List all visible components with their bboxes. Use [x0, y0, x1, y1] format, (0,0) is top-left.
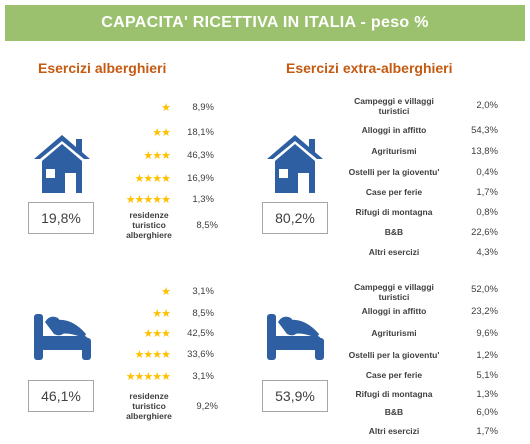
- star-rating: ★: [161, 102, 171, 114]
- star-rating: ★★★★: [134, 173, 171, 185]
- star-rating: ★★★★: [134, 349, 171, 361]
- total-box: 53,9%: [262, 380, 328, 412]
- row-label: Alloggi in affitto: [361, 125, 427, 135]
- row-label: Alloggi in affitto: [361, 306, 427, 316]
- row-value: 42,5%: [187, 328, 214, 339]
- star-rating: ★★: [152, 127, 171, 139]
- row-label: Altri esercizi: [368, 247, 420, 257]
- row-value: 0,8%: [476, 207, 498, 218]
- row-value: 1,7%: [476, 187, 498, 198]
- row-value: 1,3%: [192, 194, 214, 205]
- table-row: ★★ 8,5%: [118, 307, 214, 320]
- star-rating: ★: [161, 286, 171, 298]
- row-value: 8,9%: [192, 102, 214, 113]
- row-value: 3,1%: [192, 286, 214, 297]
- row-value: 1,2%: [476, 350, 498, 361]
- row-value: 46,3%: [187, 150, 214, 161]
- total-box: 80,2%: [262, 202, 328, 234]
- house-icon: [34, 135, 90, 193]
- house-icon: [267, 135, 323, 193]
- table-row: ★★ 18,1%: [118, 126, 214, 139]
- row-label: Altri esercizi: [368, 426, 420, 436]
- row-value: 9,2%: [196, 400, 218, 412]
- row-value: 54,3%: [471, 125, 498, 136]
- table-row: ★★★★ 16,9%: [118, 172, 214, 185]
- table-row: residenze turistico alberghiere 8,5%: [118, 210, 218, 240]
- row-label: Campeggi e villaggi turistici: [354, 96, 434, 116]
- table-row: ★ 3,1%: [118, 285, 214, 298]
- table-row: ★★★★ 33,6%: [118, 348, 214, 361]
- table-row: ★ 8,9%: [118, 101, 214, 114]
- row-value: 52,0%: [471, 284, 498, 295]
- total-box: 19,8%: [28, 202, 94, 234]
- row-label: Agriturismi: [371, 146, 417, 156]
- row-value: 9,6%: [476, 328, 498, 339]
- row-label: B&B: [384, 227, 404, 237]
- row-value: 16,9%: [187, 173, 214, 184]
- row-label: Rifugi di montagna: [355, 207, 433, 217]
- section-title-hotel: Esercizi alberghieri: [38, 60, 167, 76]
- table-row: ★★★ 46,3%: [118, 149, 214, 162]
- total-box: 46,1%: [28, 380, 94, 412]
- table-row: residenze turistico alberghiere 9,2%: [118, 391, 218, 421]
- row-value: 2,0%: [476, 100, 498, 111]
- row-value: 5,1%: [476, 370, 498, 381]
- row-label: B&B: [384, 407, 404, 417]
- row-label: Agriturismi: [371, 328, 417, 338]
- row-value: 22,6%: [471, 227, 498, 238]
- row-label: Rifugi di montagna: [355, 389, 433, 399]
- row-value: 8,5%: [196, 219, 218, 231]
- star-rating: ★★★: [143, 328, 171, 340]
- table-row: ★★★★★ 3,1%: [118, 370, 214, 383]
- section-title-extra: Esercizi extra-alberghieri: [286, 60, 453, 76]
- star-rating: ★★★: [143, 150, 171, 162]
- row-value: 8,5%: [192, 308, 214, 319]
- row-value: 23,2%: [471, 306, 498, 317]
- star-rating: ★★★★★: [125, 194, 171, 206]
- row-value: 1,3%: [476, 389, 498, 400]
- row-value: 6,0%: [476, 407, 498, 418]
- table-row: ★★★★★ 1,3%: [118, 193, 214, 206]
- row-value: 33,6%: [187, 349, 214, 360]
- row-label: Case per ferie: [365, 187, 423, 197]
- row-label: Campeggi e villaggi turistici: [354, 282, 434, 302]
- star-rating: ★★: [152, 308, 171, 320]
- bed-icon: [34, 314, 91, 360]
- row-label: residenze turistico alberghiere: [126, 210, 172, 240]
- row-value: 3,1%: [192, 371, 214, 382]
- row-label: Ostelli per la gioventu': [348, 167, 440, 177]
- row-value: 1,7%: [476, 426, 498, 437]
- row-value: 13,8%: [471, 146, 498, 157]
- row-value: 4,3%: [476, 247, 498, 258]
- row-value: 18,1%: [187, 127, 214, 138]
- row-label: Ostelli per la gioventu': [348, 350, 440, 360]
- row-label: residenze turistico alberghiere: [126, 391, 172, 421]
- table-row: ★★★ 42,5%: [118, 327, 214, 340]
- bed-icon: [267, 314, 324, 360]
- row-value: 0,4%: [476, 167, 498, 178]
- star-rating: ★★★★★: [125, 371, 171, 383]
- row-label: Case per ferie: [365, 370, 423, 380]
- title-banner: CAPACITA' RICETTIVA IN ITALIA - peso %: [5, 5, 525, 41]
